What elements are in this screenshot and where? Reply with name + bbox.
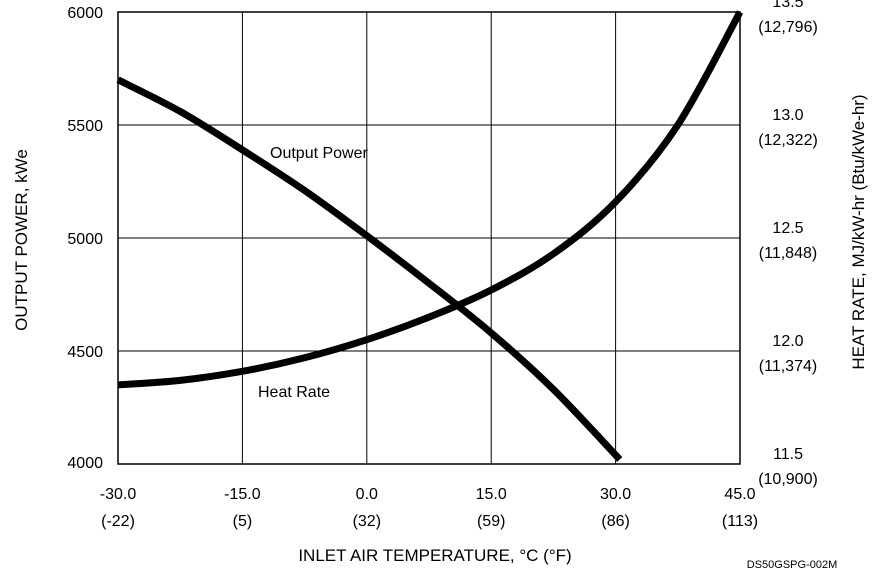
series-layer	[116, 10, 744, 462]
y-right-tick-label: 13.0	[772, 107, 803, 124]
x-tick-sublabel: (113)	[722, 513, 758, 530]
y-right-tick-label: 12.0	[772, 333, 803, 350]
x-tick-label: 0.0	[356, 486, 378, 503]
y-right-tick-label: 12.5	[772, 220, 803, 237]
y-right-axis-title: HEAT RATE, MJ/kW-hr (Btu/kWe-hr)	[849, 94, 868, 369]
x-tick-sublabel: (59)	[477, 513, 505, 530]
figure-code: DS50GSPG-002M	[747, 559, 837, 571]
y-left-tick-label: 5000	[67, 231, 103, 248]
series-line-heat-rate	[117, 10, 744, 389]
y-left-axis-title: OUTPUT POWER, kWe	[12, 149, 31, 331]
x-tick-label: 45.0	[724, 486, 755, 503]
x-tick-sublabel: (5)	[233, 513, 253, 530]
x-tick-sublabel: (32)	[353, 513, 381, 530]
plot-frame	[117, 11, 741, 465]
x-tick-label: -30.0	[100, 486, 137, 503]
x-tick-label: 15.0	[476, 486, 507, 503]
y-right-tick-sublabel: (12,322)	[758, 132, 818, 149]
series-label-output-power: Output Power	[270, 145, 369, 162]
x-tick-sublabel: (86)	[601, 513, 629, 530]
x-tick-sublabel: (-22)	[101, 513, 135, 530]
x-tick-label: -15.0	[224, 486, 261, 503]
y-right-tick-labels: 11.5 (10,900) 12.0 (11,374) 12.5 (11,848) 13.0…	[758, 0, 818, 488]
y-left-tick-labels: 4000 4500 5000 5500 6000	[67, 5, 103, 472]
y-left-tick-label: 4000	[67, 455, 103, 472]
x-axis-title: INLET AIR TEMPERATURE, °C (°F)	[298, 546, 571, 565]
y-left-tick-label: 4500	[67, 344, 103, 361]
y-right-tick-sublabel: (12,796)	[758, 19, 818, 36]
y-right-tick-sublabel: (11,374)	[759, 358, 817, 375]
y-right-tick-sublabel: (10,900)	[758, 471, 818, 488]
y-right-tick-sublabel: (11,848)	[759, 245, 817, 262]
y-left-tick-label: 5500	[67, 118, 103, 135]
y-left-tick-label: 6000	[67, 5, 103, 22]
series-line-output-power	[116, 76, 623, 462]
x-tick-labels: -30.0 (-22) -15.0 (5) 0.0 (32) 15.0 (59) 30.0 (86…	[100, 486, 758, 530]
y-right-tick-label: 13.5	[772, 0, 803, 11]
series-label-heat-rate: Heat Rate	[258, 384, 330, 401]
x-tick-label: 30.0	[600, 486, 631, 503]
y-right-tick-label: 11.5	[773, 446, 803, 463]
